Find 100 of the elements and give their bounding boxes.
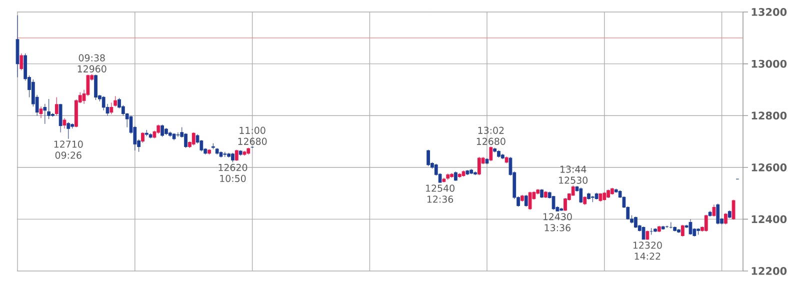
- annotation: 12:36: [427, 196, 454, 203]
- annotation: 14:22: [634, 252, 660, 260]
- annotation: 12530: [559, 176, 588, 184]
- candlestick: [594, 192, 598, 200]
- candlestick: [66, 122, 70, 140]
- candlestick: [47, 98, 51, 120]
- candlestick: [442, 178, 446, 183]
- candlestick: [680, 224, 684, 237]
- candlestick: [520, 194, 524, 202]
- candlestick: [58, 104, 62, 133]
- annotation: 13:44: [560, 166, 586, 173]
- candlestick: [732, 200, 736, 220]
- candlestick: [583, 196, 587, 206]
- candlestick: [716, 203, 720, 225]
- candlestick: [724, 213, 728, 225]
- candlestick: [540, 188, 544, 198]
- annotation: 12680: [238, 138, 267, 146]
- candlestick: [673, 226, 677, 232]
- candlestick: [223, 152, 227, 158]
- annotation: 13:36: [544, 224, 570, 232]
- annotation: 13:02: [478, 126, 504, 134]
- candlestick: [560, 208, 564, 212]
- candlestick: [728, 210, 732, 219]
- candlestick: [590, 196, 594, 202]
- candlestick: [504, 156, 508, 164]
- y-tick-label: 13000: [752, 60, 787, 68]
- candlestick: [497, 150, 500, 158]
- candlestick: [610, 188, 614, 195]
- candlestick: [466, 170, 470, 176]
- annotation: 09:38: [78, 54, 105, 62]
- annotation: 10:50: [220, 174, 246, 182]
- candlestick: [579, 187, 583, 204]
- candlestick: [16, 15, 20, 78]
- candlestick: [227, 152, 231, 158]
- candlestick: [602, 192, 606, 201]
- candlestick: [450, 172, 454, 178]
- candlestick: [242, 150, 246, 156]
- candlestick: [172, 133, 176, 141]
- y-tick-label: 13200: [752, 8, 787, 16]
- candlestick: [661, 226, 665, 230]
- candlestick: [54, 97, 58, 116]
- candlestick: [634, 216, 638, 228]
- candlestick: [677, 228, 680, 234]
- candlestick: [528, 192, 532, 210]
- candlestick: [708, 210, 712, 217]
- candlestick: [669, 222, 673, 229]
- candlestick: [454, 171, 458, 182]
- y-tick-label: 12200: [752, 267, 787, 276]
- candlestick: [426, 150, 430, 166]
- candlestick: [141, 132, 144, 144]
- candlestick: [606, 189, 610, 198]
- candlestick: [654, 228, 657, 232]
- candlestick: [219, 151, 223, 158]
- annotation: 09:26: [55, 152, 82, 159]
- annotation: 12430: [543, 213, 572, 220]
- candlestick: [192, 132, 196, 146]
- annotation: 11:00: [240, 126, 266, 134]
- candlestick: [211, 143, 215, 150]
- candlestick: [20, 53, 24, 71]
- candlestick: [246, 148, 250, 155]
- candlestick: [148, 133, 152, 139]
- candlestick: [500, 154, 504, 160]
- candlestick: [39, 106, 43, 119]
- candlestick: [696, 228, 700, 236]
- candlestick: [446, 173, 450, 180]
- annotation: 12680: [476, 138, 506, 146]
- candlestick: [470, 168, 474, 174]
- candlestick: [215, 148, 219, 155]
- candlestick: [231, 152, 234, 163]
- annotation: 12710: [54, 140, 83, 148]
- candlestick: [168, 131, 172, 138]
- candlestick: [462, 170, 466, 178]
- candlestick: [43, 104, 47, 124]
- candlestick: [642, 226, 646, 240]
- candlestick: [208, 149, 211, 155]
- candlestick: [238, 150, 242, 156]
- candlestick: [650, 228, 654, 236]
- candlestick: [144, 130, 148, 137]
- annotation: 12320: [633, 242, 662, 249]
- candlestick: [485, 158, 489, 165]
- y-tick-label: 12400: [752, 215, 787, 224]
- y-tick-label: 12600: [752, 164, 787, 172]
- annotation: 12620: [218, 164, 248, 172]
- annotation: 12960: [78, 65, 106, 73]
- candlestick: [474, 171, 477, 176]
- annotation: 12540: [426, 184, 454, 192]
- candlestick: [524, 194, 528, 208]
- candlestick: [646, 230, 650, 240]
- candlestick: [156, 124, 160, 134]
- y-tick-label: 12800: [752, 112, 787, 120]
- candlestick: [94, 74, 98, 100]
- candlestick: [712, 204, 716, 217]
- candlestick: [704, 214, 708, 232]
- candlestick: [544, 191, 548, 198]
- candlestick: [587, 192, 590, 200]
- candlestick: [160, 124, 164, 138]
- candlestick: [234, 150, 238, 162]
- candlestick: [658, 226, 661, 232]
- candlestick: [164, 128, 168, 136]
- candlestick: [62, 118, 66, 129]
